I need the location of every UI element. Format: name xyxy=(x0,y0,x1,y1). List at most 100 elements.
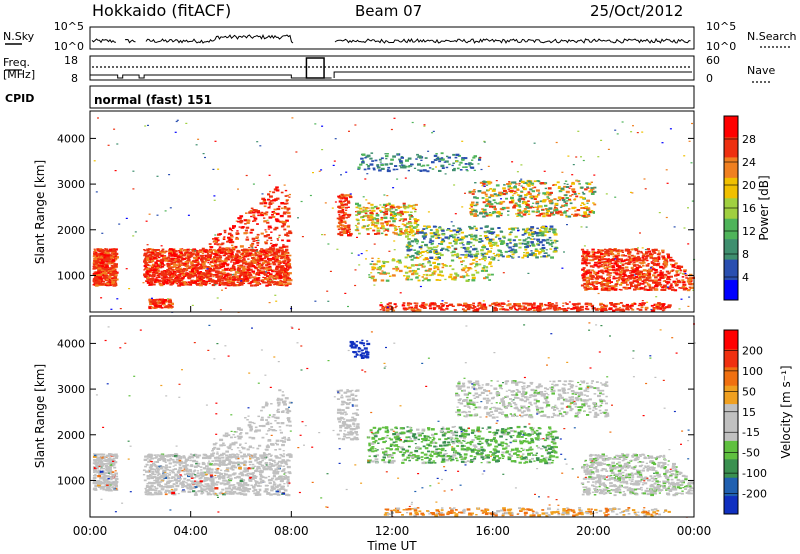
power-point xyxy=(195,282,199,285)
power-point xyxy=(435,258,439,261)
power-point xyxy=(239,252,242,254)
power-point xyxy=(103,272,108,275)
power-point xyxy=(256,251,260,254)
power-point xyxy=(610,281,613,283)
power-point xyxy=(520,215,524,218)
power-point xyxy=(585,258,589,261)
power-point xyxy=(241,272,244,274)
power-point xyxy=(367,166,370,168)
power-point xyxy=(284,245,289,248)
power-point xyxy=(143,260,146,263)
power-point xyxy=(165,259,169,262)
power-point xyxy=(588,277,593,280)
power-point xyxy=(197,262,200,264)
power-point xyxy=(541,250,545,253)
power-point xyxy=(483,252,486,255)
power-point xyxy=(589,265,594,268)
power-point xyxy=(389,210,392,212)
power-point xyxy=(572,190,577,194)
power-point xyxy=(274,253,278,256)
power-point xyxy=(382,203,387,206)
power-point xyxy=(161,274,165,277)
power-point xyxy=(370,277,375,280)
power-point xyxy=(144,273,147,276)
power-point xyxy=(189,281,194,284)
power-point xyxy=(461,231,464,234)
power-point xyxy=(508,255,512,257)
power-point xyxy=(591,256,595,258)
power-point xyxy=(381,225,385,228)
power-point xyxy=(423,225,426,228)
power-point xyxy=(452,162,455,164)
power-point xyxy=(616,252,620,255)
power-point xyxy=(251,277,254,279)
power-point xyxy=(248,247,251,249)
power-point xyxy=(275,258,279,261)
power-point xyxy=(158,304,163,307)
power-point xyxy=(244,223,247,225)
power-point xyxy=(408,214,413,217)
power-point xyxy=(262,267,266,269)
power-point xyxy=(373,221,377,224)
power-point xyxy=(431,248,434,251)
power-point xyxy=(380,218,384,221)
power-point xyxy=(394,165,398,167)
power-point xyxy=(639,287,644,290)
power-point xyxy=(250,284,254,287)
power-point xyxy=(411,216,414,218)
power-point xyxy=(527,231,530,234)
power-point xyxy=(542,192,547,195)
power-point xyxy=(195,269,199,272)
power-point xyxy=(575,195,579,198)
power-point xyxy=(483,257,487,260)
power-point xyxy=(160,259,163,261)
power-point xyxy=(486,248,489,250)
power-point xyxy=(264,241,268,244)
power-point xyxy=(171,257,175,260)
power-point xyxy=(483,235,488,238)
power-point xyxy=(516,227,519,229)
power-point xyxy=(527,207,530,209)
power-point xyxy=(666,278,670,281)
power-point xyxy=(543,252,546,254)
power-point xyxy=(172,265,176,268)
power-point xyxy=(202,277,206,279)
power-point xyxy=(436,237,440,239)
power-point xyxy=(280,225,285,228)
power-point xyxy=(153,265,157,267)
power-point xyxy=(520,190,523,193)
power-point xyxy=(516,189,520,191)
power-point xyxy=(106,254,110,257)
power-point xyxy=(113,275,117,278)
power-point xyxy=(605,266,609,269)
power-point xyxy=(180,252,183,255)
power-point xyxy=(500,252,503,254)
power-point xyxy=(231,246,236,249)
power-point xyxy=(264,267,268,270)
power-point xyxy=(217,251,221,253)
power-point xyxy=(176,271,180,273)
power-point xyxy=(177,274,182,277)
power-point xyxy=(200,259,204,262)
power-point xyxy=(481,208,484,210)
power-point xyxy=(591,259,595,262)
power-point xyxy=(286,209,290,211)
power-point xyxy=(337,205,341,208)
power-point xyxy=(635,266,640,269)
power-point xyxy=(433,231,438,235)
power-point xyxy=(224,278,228,280)
power-point xyxy=(247,258,250,260)
power-point xyxy=(178,251,183,254)
power-point xyxy=(608,276,611,278)
power-point xyxy=(473,225,476,228)
power-point xyxy=(376,229,381,232)
power-point xyxy=(435,158,438,161)
power-point xyxy=(266,261,270,263)
power-point xyxy=(583,251,587,254)
power-point xyxy=(153,275,156,278)
power-point xyxy=(499,193,503,196)
power-point xyxy=(438,252,442,255)
power-point xyxy=(684,287,688,290)
power-point xyxy=(111,251,115,254)
power-point xyxy=(283,207,288,210)
